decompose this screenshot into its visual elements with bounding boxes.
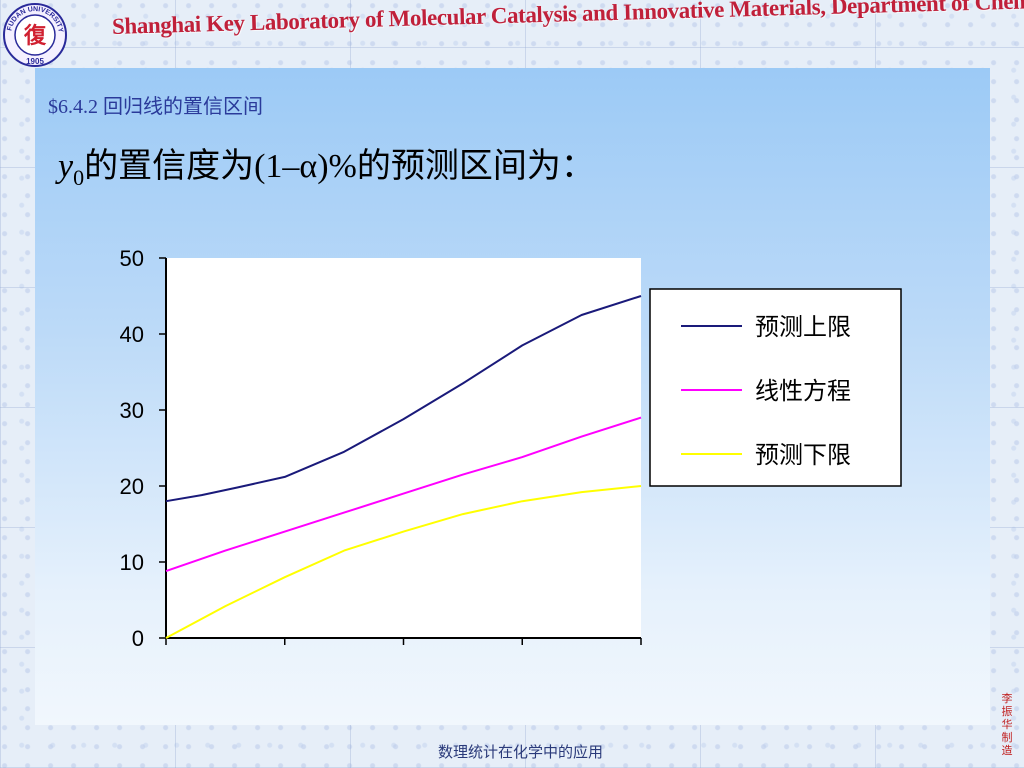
series-line xyxy=(165,416,642,573)
heading-variable: y xyxy=(58,148,74,185)
fudan-university-logo: FUDAN UNIVERSITY 復 1905 xyxy=(3,3,67,67)
logo-year: 1905 xyxy=(26,57,44,66)
chart-axes: 0 10 20 30 40 50 xyxy=(120,246,642,651)
chart-series xyxy=(165,295,642,639)
legend-label: 预测上限 xyxy=(755,313,851,341)
plot-area xyxy=(166,258,641,638)
y-tick-label: 10 xyxy=(120,550,144,575)
legend-label: 预测下限 xyxy=(755,441,851,469)
author-credit: 李振华制造 xyxy=(1001,692,1013,757)
series-line xyxy=(165,295,642,503)
y-tick-label: 30 xyxy=(120,398,144,423)
slide-heading: y0的置信度为(1–α)%的预测区间为： xyxy=(58,138,595,191)
heading-text: 的置信度为(1–α)%的预测区间为： xyxy=(84,148,595,185)
heading-subscript: 0 xyxy=(73,165,85,190)
y-tick-label: 0 xyxy=(132,626,144,651)
y-tick-label: 40 xyxy=(120,322,144,347)
slide-header: FUDAN UNIVERSITY 復 1905 Shanghai Key Lab… xyxy=(0,0,1024,70)
logo-glyph: 復 xyxy=(23,23,47,49)
y-tick-label: 20 xyxy=(120,474,144,499)
section-label: $6.4.2 回归线的置信区间 xyxy=(48,96,263,118)
series-line xyxy=(165,485,642,639)
legend-label: 线性方程 xyxy=(755,377,851,405)
y-tick-label: 50 xyxy=(120,246,144,271)
footer-text: 数理统计在化学中的应用 xyxy=(438,743,604,761)
